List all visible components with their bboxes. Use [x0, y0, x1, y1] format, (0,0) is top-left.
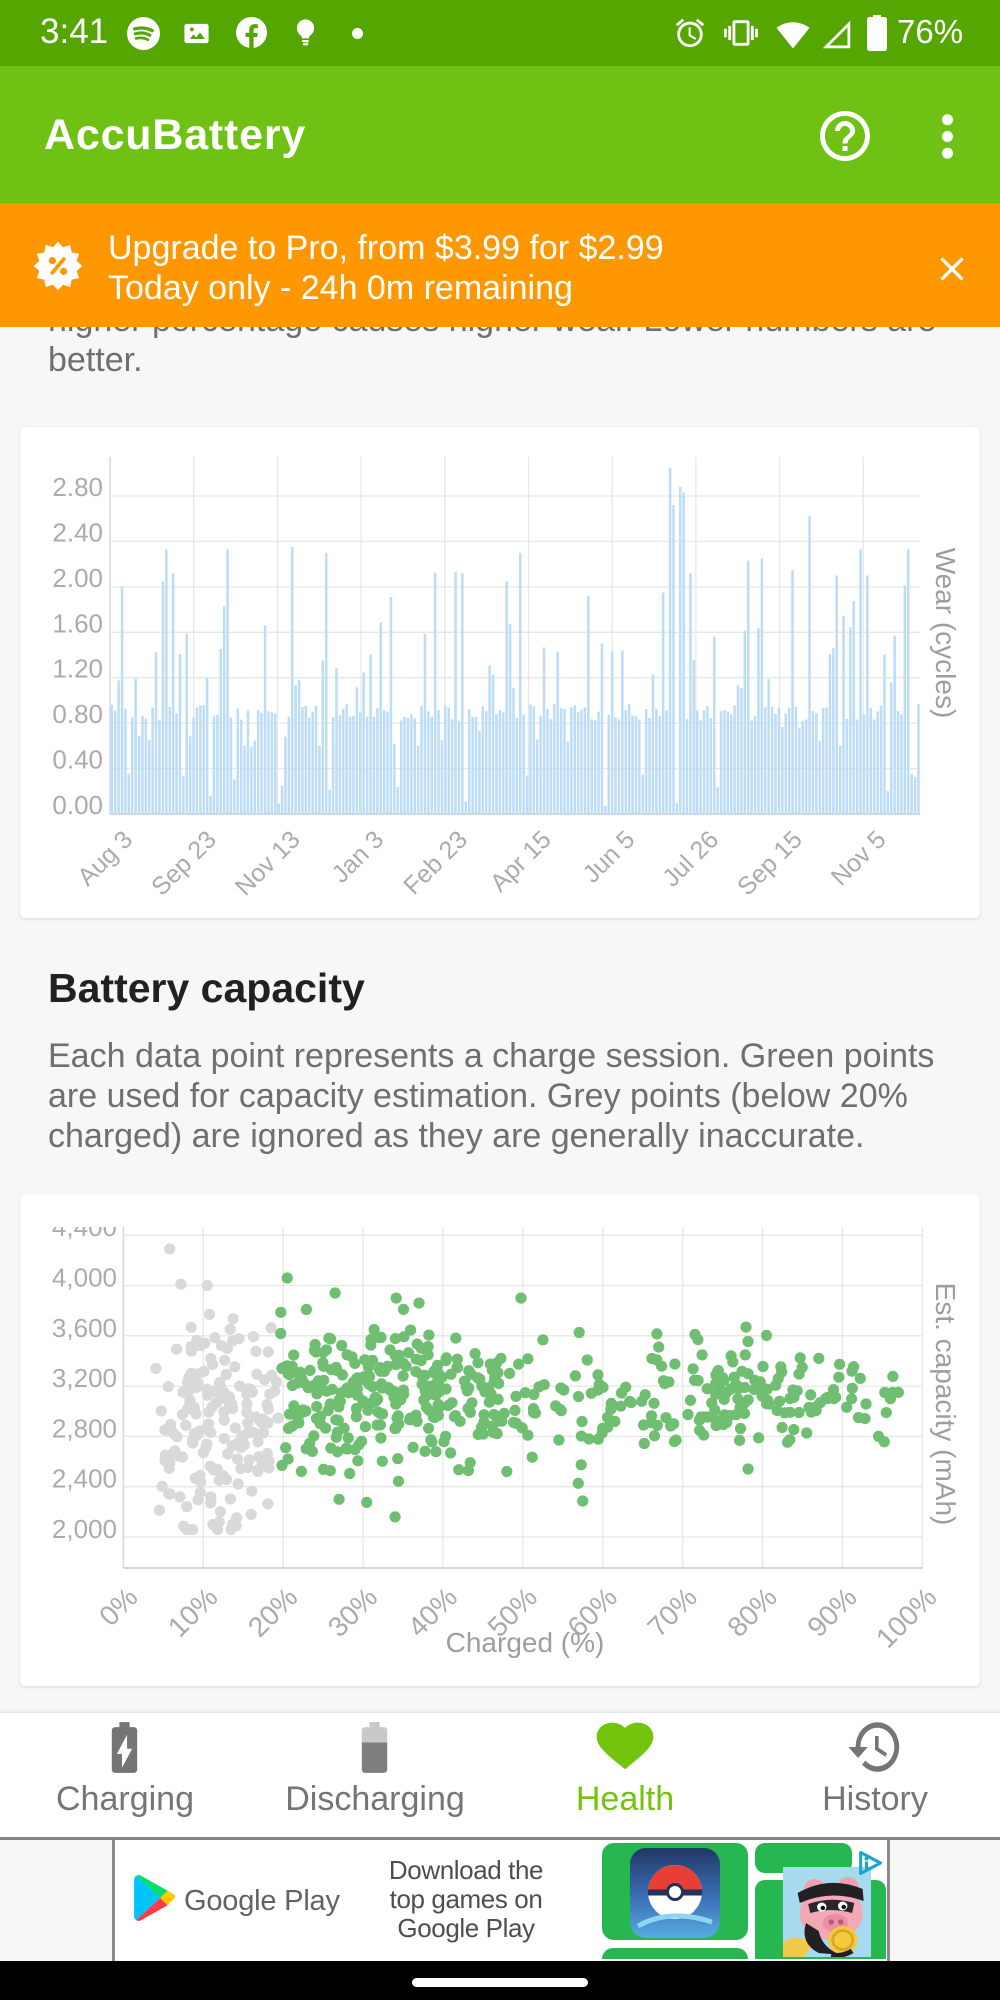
svg-text:1.60: 1.60	[52, 608, 103, 638]
svg-text:2,000: 2,000	[52, 1514, 117, 1544]
svg-text:0.00: 0.00	[52, 790, 103, 820]
svg-text:Sep 23: Sep 23	[146, 825, 222, 901]
svg-text:2.00: 2.00	[52, 563, 103, 593]
svg-text:0%: 0%	[93, 1581, 144, 1632]
svg-text:Est. capacity (mAh): Est. capacity (mAh)	[930, 1283, 961, 1526]
svg-text:Jul 26: Jul 26	[657, 825, 724, 892]
svg-text:Nov 13: Nov 13	[230, 825, 306, 901]
svg-text:Apr 15: Apr 15	[485, 825, 557, 897]
svg-text:2.40: 2.40	[52, 517, 103, 547]
svg-text:Nov 5: Nov 5	[826, 825, 892, 891]
svg-text:Sep 15: Sep 15	[732, 825, 808, 901]
svg-text:2,400: 2,400	[52, 1464, 117, 1494]
svg-text:3,600: 3,600	[52, 1313, 117, 1343]
svg-text:90%: 90%	[801, 1581, 863, 1643]
svg-text:0.80: 0.80	[52, 699, 103, 729]
svg-text:10%: 10%	[162, 1581, 224, 1643]
svg-text:3,200: 3,200	[52, 1363, 117, 1393]
svg-text:Wear (cycles): Wear (cycles)	[930, 548, 961, 719]
svg-text:2.80: 2.80	[52, 472, 103, 502]
svg-text:30%: 30%	[322, 1581, 384, 1643]
svg-text:Jun 5: Jun 5	[577, 825, 640, 888]
svg-text:Aug 3: Aug 3	[72, 825, 138, 891]
svg-text:1.20: 1.20	[52, 654, 103, 684]
svg-text:0.40: 0.40	[52, 745, 103, 775]
svg-text:4,000: 4,000	[52, 1263, 117, 1293]
svg-text:80%: 80%	[721, 1581, 783, 1643]
svg-text:20%: 20%	[242, 1581, 304, 1643]
svg-text:4,400: 4,400	[52, 1212, 117, 1242]
svg-text:2,800: 2,800	[52, 1413, 117, 1443]
svg-text:Feb 23: Feb 23	[398, 825, 473, 900]
svg-text:70%: 70%	[641, 1581, 703, 1643]
svg-text:Charged (%): Charged (%)	[446, 1627, 605, 1658]
svg-text:Jan 3: Jan 3	[326, 825, 389, 888]
svg-text:100%: 100%	[870, 1581, 943, 1654]
